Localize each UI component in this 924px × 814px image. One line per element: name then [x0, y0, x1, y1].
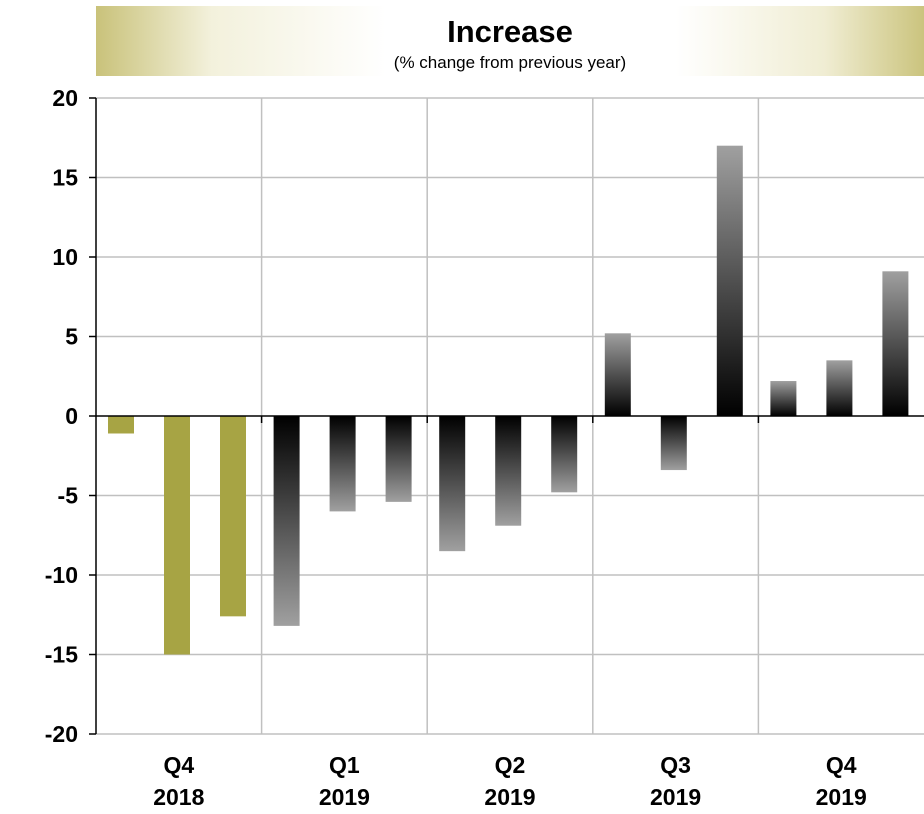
y-tick-label: -10 [45, 562, 78, 588]
y-tick-label: 0 [65, 403, 78, 429]
x-tick-label-period: Q1 [329, 752, 360, 778]
bar [551, 416, 578, 493]
title-banner: Increase (% change from previous year) [96, 6, 924, 76]
bar [770, 381, 797, 416]
y-tick-label: 10 [52, 244, 78, 270]
bar [385, 416, 412, 502]
y-tick-label: 15 [52, 165, 78, 191]
x-tick-label-year: 2019 [484, 784, 535, 810]
bar [495, 416, 522, 526]
chart-title: Increase [447, 14, 573, 49]
y-tick-label: 20 [52, 85, 78, 111]
y-tick-label: -5 [58, 483, 79, 509]
bar [108, 416, 134, 434]
bar [329, 416, 356, 512]
axes [89, 97, 924, 735]
bar [604, 333, 631, 416]
x-tick-label-period: Q2 [495, 752, 526, 778]
x-tick-label-year: 2019 [816, 784, 867, 810]
y-tick-label: -15 [45, 642, 78, 668]
bar [273, 416, 300, 626]
bar [439, 416, 466, 552]
x-tick-label-year: 2019 [650, 784, 701, 810]
chart-subtitle: (% change from previous year) [393, 53, 627, 72]
bar [826, 360, 853, 416]
y-tick-label: 5 [65, 324, 78, 350]
bar [220, 416, 246, 617]
x-tick-label-period: Q4 [163, 752, 194, 778]
bar [882, 271, 909, 416]
axis-labels: 20 15 10 5 0 -5 -10 -15 -20 Q4 2018 Q1 2019 Q2 2019 Q3 2… [45, 85, 867, 810]
bar [164, 416, 190, 655]
x-tick-label-period: Q4 [826, 752, 857, 778]
bars [108, 145, 909, 655]
bar [660, 416, 687, 471]
bar [716, 145, 743, 416]
x-tick-label-period: Q3 [660, 752, 691, 778]
x-tick-label-year: 2019 [319, 784, 370, 810]
y-tick-label: -20 [45, 721, 78, 747]
x-tick-label-year: 2018 [153, 784, 204, 810]
